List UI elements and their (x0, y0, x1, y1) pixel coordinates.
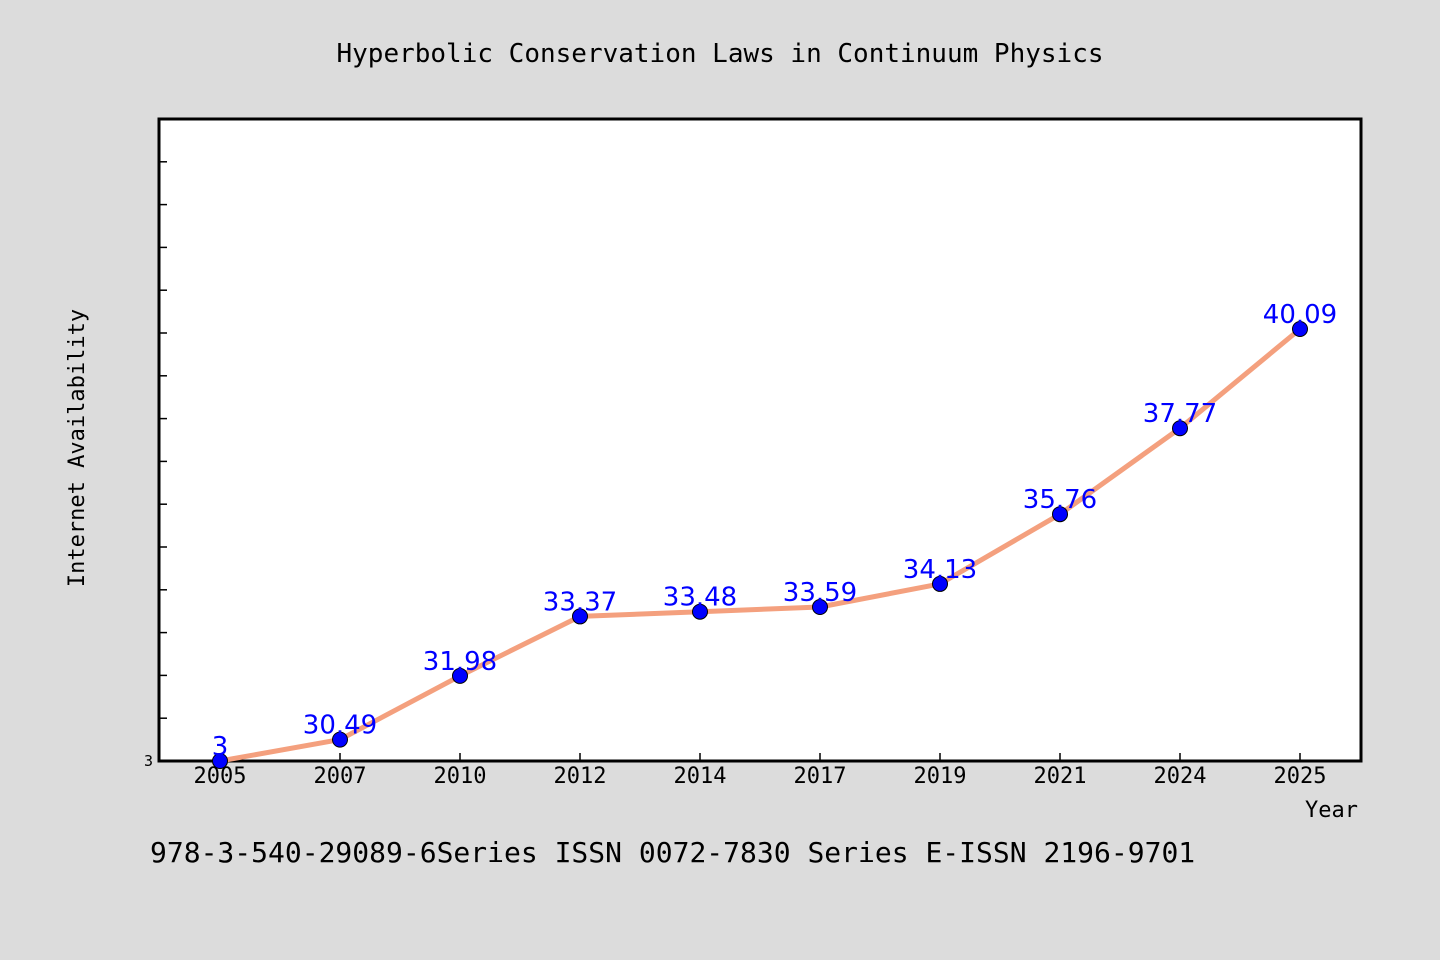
data-point (1172, 420, 1188, 437)
data-labels-layer: 3 30.49 31.98 33.37 33.48 33.59 34.13 35.76 37.7… (212, 300, 1337, 762)
x-tick-label: 2012 (554, 764, 607, 789)
y-tick-label: 3 (144, 752, 153, 770)
data-point (572, 608, 588, 625)
data-label: 31.98 (423, 647, 497, 677)
data-point (1292, 321, 1308, 338)
data-point (932, 575, 948, 592)
data-point (332, 731, 348, 748)
data-point (812, 599, 828, 616)
data-point (692, 603, 708, 620)
x-tick-label: 2017 (794, 764, 847, 789)
plot-area (157, 117, 1363, 763)
x-tick-label: 2019 (914, 764, 967, 789)
data-point (452, 667, 468, 684)
x-axis-ticks: 2005 2007 2010 2012 2014 2017 2019 2021 2024 2025 (194, 753, 1327, 789)
data-label: 40.09 (1263, 300, 1337, 330)
data-label: 33.37 (543, 587, 617, 617)
x-tick-label: 2025 (1274, 764, 1327, 789)
data-label: 30.49 (303, 711, 377, 741)
series-line (217, 326, 1303, 764)
data-label: 33.59 (783, 578, 857, 608)
data-point (1052, 506, 1068, 523)
y-axis-ticks: 3 (144, 161, 167, 770)
data-point (212, 753, 228, 769)
x-axis-label: Year (1305, 798, 1358, 823)
data-label: 33.48 (663, 583, 737, 613)
x-tick-label: 2010 (434, 764, 487, 789)
data-label: 3 (212, 732, 229, 762)
data-label: 34.13 (903, 555, 977, 585)
x-tick-label: 2007 (314, 764, 367, 789)
y-axis-label: Internet Availability (65, 309, 90, 587)
data-label: 37.77 (1143, 399, 1217, 429)
chart-title: Hyperbolic Conservation Laws in Continuu… (336, 39, 1103, 69)
isbn-issn-footer: 978-3-540-29089-6Series ISSN 0072-7830 S… (150, 836, 1195, 869)
x-tick-label: 2024 (1154, 764, 1207, 789)
x-tick-label: 2021 (1034, 764, 1087, 789)
series-layer (212, 321, 1308, 769)
x-tick-label: 2014 (674, 764, 727, 789)
data-label: 35.76 (1023, 485, 1097, 515)
